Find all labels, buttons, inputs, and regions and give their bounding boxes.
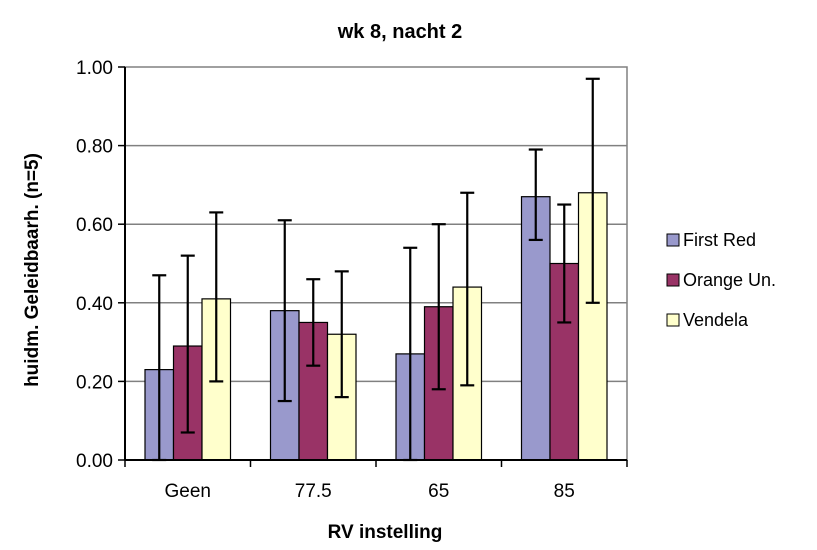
y-tick-label: 0.40 <box>76 294 113 315</box>
legend-label: Vendela <box>683 310 749 330</box>
x-axis-title: RV instelling <box>328 522 443 543</box>
y-tick-label: 0.60 <box>76 215 113 236</box>
x-tick-label: Geen <box>165 481 211 502</box>
y-tick-labels: 0.00 0.20 0.40 0.60 0.80 1.00 <box>76 58 113 472</box>
legend-swatch <box>666 233 680 247</box>
chart-title: wk 8, nacht 2 <box>337 21 463 43</box>
x-tick-label: 65 <box>428 481 449 502</box>
legend: First Red Orange Un. Vendela <box>666 230 776 330</box>
y-tick-label: 0.20 <box>76 372 113 393</box>
legend-swatch <box>666 273 680 287</box>
x-tick-label: 85 <box>554 481 575 502</box>
bars-group <box>144 192 608 461</box>
y-tick-label: 0.80 <box>76 137 113 158</box>
x-tick-label: 77.5 <box>295 481 332 502</box>
y-tick-label: 1.00 <box>76 58 113 79</box>
legend-label: Orange Un. <box>683 270 776 290</box>
x-tick-labels: Geen 77.5 65 85 <box>165 481 575 502</box>
axes <box>118 66 628 467</box>
y-tick-label: 0.00 <box>76 451 113 472</box>
legend-label: First Red <box>683 230 756 250</box>
y-axis-title: huidm. Geleidbaarh. (n=5) <box>22 153 43 387</box>
legend-swatch <box>666 313 680 327</box>
